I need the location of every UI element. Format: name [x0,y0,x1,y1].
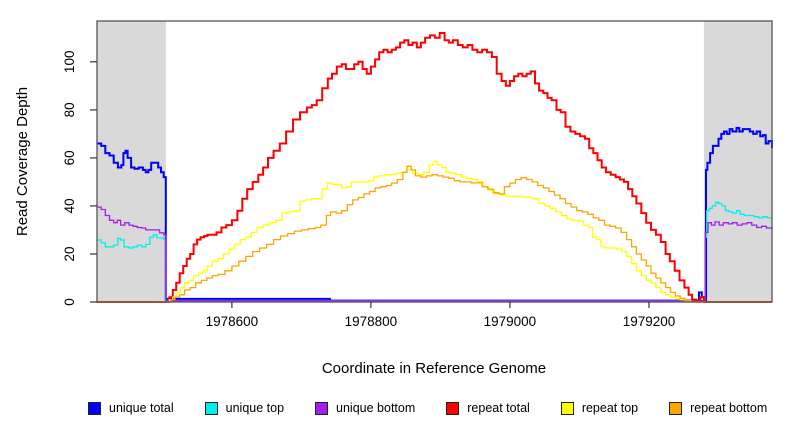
legend-swatch-icon [560,401,574,415]
x-axis-title: Coordinate in Reference Genome [322,360,546,377]
y-tick-label: 60 [62,150,77,165]
legend-swatch-icon [204,401,218,415]
legend-swatch-icon [669,401,683,415]
legend-swatch-icon [315,401,329,415]
legend-label: unique top [225,401,285,415]
y-axis-title: Read Coverage Depth [14,87,31,236]
legend-item-unique-top: unique top [204,401,285,415]
legend-item-unique-bottom: unique bottom [315,401,415,415]
legend-item-repeat-total: repeat total [446,401,530,415]
legend-label: unique bottom [336,401,416,415]
legend-swatch-icon [88,401,101,415]
plot-box-border [96,20,773,303]
legend-label: unique total [109,401,174,415]
y-tick-label: 20 [62,246,77,261]
x-tick-label: 1979000 [484,314,537,329]
x-tick-label: 1979200 [623,314,676,329]
legend-swatch-icon [446,401,460,415]
series-repeat-total [97,32,772,303]
legend-label: repeat total [467,401,530,415]
right-masked-region [703,21,772,302]
legend-item-repeat-top: repeat top [560,401,639,415]
series-unique-top [97,201,772,302]
series-repeat-bottom [97,165,772,303]
legend: unique total unique top unique bottom repea… [88,396,767,420]
y-tick-label: 0 [62,298,77,306]
x-tick-label: 1978600 [206,314,259,329]
y-tick-label: 80 [62,102,77,117]
legend-item-unique-total: unique total [88,401,174,415]
x-tick-label: 1978800 [345,314,398,329]
y-tick-label: 100 [62,51,77,74]
y-tick-label: 40 [62,198,77,213]
legend-item-repeat-bottom: repeat bottom [669,401,767,415]
series-unique-bottom [97,206,773,302]
legend-label: repeat bottom [690,401,768,415]
legend-label: repeat top [581,401,639,415]
series-repeat-top [97,160,772,303]
